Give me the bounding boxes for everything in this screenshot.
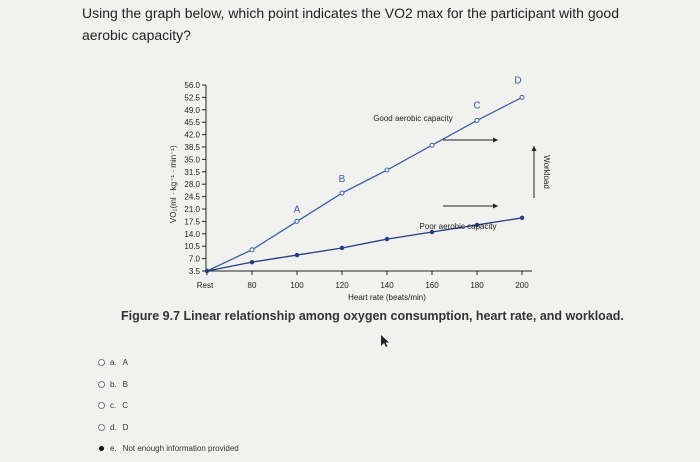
vo2-chart: 3.5 7.0 10.5 14.0 17.5 21.0 24.5 28.0 31.5 35.0 38… [169,75,551,302]
y-tick-label: 56.0 [184,81,200,90]
answer-option-text: B [122,379,129,389]
answer-option-1[interactable]: a. A [98,352,398,374]
mouse-cursor-icon [381,335,389,347]
y-tick-label: 45.5 [184,118,200,127]
y-tick-label: 17.5 [184,217,200,226]
workload-label: Workload [542,155,551,189]
point-label-a: A [294,204,301,215]
data-point-good [339,190,345,196]
y-tick-label: 52.5 [184,93,200,102]
radio-selected-icon[interactable] [99,446,104,452]
y-axis-label: VO₂(ml · kg⁻¹ · min⁻¹) [169,145,178,223]
data-point-poor [429,229,435,235]
x-tick-label: 200 [515,281,529,290]
answer-option-text: C [122,401,129,411]
series-line-poor [206,217,523,272]
answer-option-letter: c. [110,401,117,411]
series-line-good [206,96,523,272]
figure-caption: Figure 9.7 Linear relationship among oxy… [121,309,624,323]
y-tick-label: 24.5 [184,193,200,202]
answer-option-letter: b. [110,379,117,389]
figure: 3.5 7.0 10.5 14.0 17.5 21.0 24.5 28.0 31.5 35.0 38… [169,75,551,302]
data-point-good [384,167,390,173]
y-tick-label: 7.0 [189,255,201,264]
x-axis-label: Heart rate (beats/min) [348,293,426,302]
data-point-rest [204,268,210,274]
answer-option-text: A [122,358,129,368]
x-tick-label: Rest [197,281,214,290]
point-label-b: B [339,174,346,185]
data-point-poor [384,236,390,242]
good-capacity-arrow-head [493,137,498,143]
series-label-poor: Poor aerobic capacity [420,222,497,231]
y-tick-label: 35.0 [184,155,200,164]
y-tick-label: 42.0 [184,131,200,140]
question-text: Using the graph below, which point indic… [82,5,619,43]
poor-capacity-arrow-head [493,203,498,209]
data-point-good [429,142,435,148]
y-tick-label: 49.0 [184,106,200,115]
y-tick-label: 3.5 [189,267,201,276]
radio-icon[interactable] [98,380,105,388]
y-tick-label: 28.0 [184,180,200,189]
answer-option-3[interactable]: c. C [98,395,398,417]
answer-option-letter: e. [110,444,117,454]
data-point-poor [249,259,255,265]
answer-option-letter: a. [110,358,117,368]
series-label-good: Good aerobic capacity [373,114,453,123]
data-point-poor [474,222,480,228]
data-point-poor [294,252,300,258]
answer-option-5[interactable]: e. Not enough information provided [98,438,398,460]
answer-option-4[interactable]: d. D [98,417,398,439]
point-label-d: D [514,75,521,86]
data-point-poor [519,215,525,221]
answer-option-text: D [122,422,129,432]
y-tick-label: 31.5 [184,168,200,177]
answer-option-text: Not enough information provided [122,444,239,454]
radio-icon[interactable] [98,423,105,431]
data-point-good [519,94,525,100]
answer-option-letter: d. [110,422,117,432]
y-tick-label: 38.5 [184,143,200,152]
radio-icon[interactable] [98,402,105,410]
point-label-c: C [473,100,480,111]
figure-caption-text: Linear relationship among oxygen consump… [183,309,624,323]
workload-arrow-head [531,146,537,151]
y-tick-label: 14.0 [184,230,200,239]
figure-caption-label: Figure 9.7 [121,309,181,323]
x-tick-label: 160 [425,281,439,290]
x-tick-label: 140 [380,281,394,290]
x-tick-label: 180 [470,281,484,290]
y-tick-label: 21.0 [184,205,200,214]
x-tick-label: 120 [335,281,349,290]
answer-option-2[interactable]: b. B [98,374,398,396]
data-point-good [294,218,300,224]
radio-icon[interactable] [98,359,105,367]
data-point-good [474,117,480,123]
data-point-poor [339,245,345,251]
data-point-good [249,247,255,253]
x-tick-label: 80 [248,281,257,290]
x-tick-label: 100 [290,281,304,290]
y-tick-label: 10.5 [184,242,200,251]
